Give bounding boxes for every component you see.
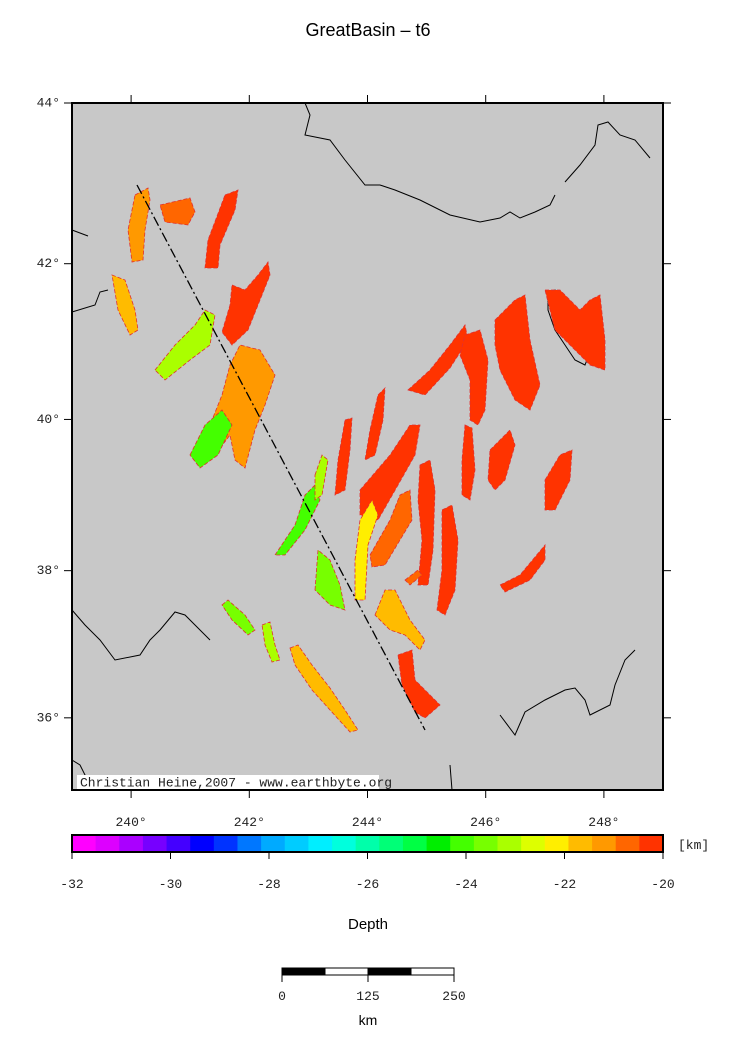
colorbar-segment <box>379 835 404 852</box>
depth-anomaly <box>204 189 239 269</box>
depth-anomaly <box>494 294 541 411</box>
colorbar-label: Depth <box>348 916 388 933</box>
depth-anomaly <box>369 489 413 568</box>
depth-anomaly <box>154 309 216 381</box>
boundary-line <box>71 609 211 661</box>
colorbar-tick-label: -22 <box>553 877 576 892</box>
colorbar-segment <box>261 835 286 852</box>
depth-anomaly <box>461 424 476 501</box>
profile-line <box>136 184 426 731</box>
scale-bar-unit: km <box>359 1012 378 1028</box>
depth-anomaly <box>487 429 516 491</box>
colorbar-tick-label: -24 <box>454 877 478 892</box>
depth-anomaly <box>261 621 281 663</box>
colorbar-segment <box>450 835 475 852</box>
colorbar-segment <box>213 835 238 852</box>
depth-anomaly <box>417 459 436 586</box>
scale-bar-segment <box>281 967 326 976</box>
colorbar-segment <box>568 835 593 852</box>
scale-bar-segment <box>324 967 369 976</box>
colorbar-segment <box>402 835 428 852</box>
y-tick-label: 36° <box>37 710 60 725</box>
boundary-line <box>71 229 109 313</box>
x-tick-label: 244° <box>352 815 383 830</box>
credit-text: Christian Heine,2007 - www.earthbyte.org <box>80 775 392 790</box>
credit-box <box>77 775 379 789</box>
depth-anomaly <box>499 543 546 593</box>
colorbar-tick-label: -26 <box>356 877 379 892</box>
colorbar-segment <box>639 835 664 852</box>
depth-anomaly <box>544 449 573 511</box>
y-tick-label: 40° <box>37 412 60 427</box>
depth-anomaly <box>364 386 386 461</box>
depth-anomaly <box>334 417 353 496</box>
colorbar-segment <box>592 835 617 852</box>
colorbar-segment <box>119 835 144 852</box>
boundary-line <box>564 121 651 183</box>
depth-anomaly <box>189 409 233 469</box>
depth-anomaly <box>289 644 359 733</box>
depth-anomaly <box>436 504 459 616</box>
x-tick-label: 240° <box>115 815 146 830</box>
colorbar-segment <box>521 835 546 852</box>
colorbar-tick-label: -32 <box>60 877 83 892</box>
colorbar: -32 -30 -28 -26 -24 -22 -20 [km] Depth <box>60 834 709 933</box>
depth-anomaly <box>221 261 271 346</box>
scale-bar-segment <box>367 967 412 976</box>
colorbar-segment <box>544 835 569 852</box>
depth-anomaly <box>111 274 139 336</box>
colorbar-segment <box>473 835 499 852</box>
features <box>71 102 651 791</box>
colorbar-unit: [km] <box>678 838 709 853</box>
axis-ticks: 240° 242° 244° 246° 248° 36° 38° 40° 42° 44° <box>37 95 671 830</box>
y-tick-label: 44° <box>37 95 60 110</box>
colorbar-segment <box>308 835 333 852</box>
y-tick-label: 38° <box>37 563 60 578</box>
colorbar-segment <box>615 835 640 852</box>
scale-bar-segment <box>410 967 455 976</box>
colorbar-segment <box>166 835 191 852</box>
depth-anomaly <box>397 649 441 719</box>
x-tick-label: 248° <box>588 815 619 830</box>
colorbar-segment <box>355 835 380 852</box>
colorbar-segment <box>95 835 120 852</box>
scale-bar-label: 250 <box>442 989 465 1004</box>
colorbar-segment <box>237 835 262 852</box>
colorbar-tick-label: -30 <box>159 877 182 892</box>
boundary-line <box>304 102 556 223</box>
colorbar-tick-label: -28 <box>257 877 280 892</box>
depth-anomaly <box>159 197 196 226</box>
scale-bar-label: 0 <box>278 989 286 1004</box>
depth-anomaly <box>459 329 489 426</box>
colorbar-segment <box>426 835 451 852</box>
depth-anomaly <box>359 424 421 521</box>
y-tick-label: 42° <box>37 256 60 271</box>
colorbar-segment <box>142 835 168 852</box>
depth-anomaly <box>544 289 606 371</box>
depth-anomaly <box>374 589 426 651</box>
colorbar-segment <box>332 835 357 852</box>
colorbar-segment <box>497 835 522 852</box>
depth-anomaly <box>314 454 329 501</box>
depth-anomaly <box>127 187 151 263</box>
boundary-line <box>499 649 636 736</box>
depth-anomaly <box>407 324 469 396</box>
map-title: GreatBasin – t6 <box>305 20 430 40</box>
x-tick-label: 242° <box>234 815 265 830</box>
colorbar-segment <box>190 835 215 852</box>
colorbar-segment <box>284 835 309 852</box>
colorbar-tick-label: -20 <box>651 877 674 892</box>
depth-anomaly <box>221 599 256 636</box>
x-tick-label: 246° <box>470 815 501 830</box>
depth-anomaly <box>314 549 346 611</box>
colorbar-segment <box>72 835 97 852</box>
scale-bar: 0 125 250 km <box>278 967 466 1028</box>
scale-bar-label: 125 <box>356 989 379 1004</box>
depth-anomaly <box>274 484 321 556</box>
depth-anomaly <box>404 569 423 586</box>
